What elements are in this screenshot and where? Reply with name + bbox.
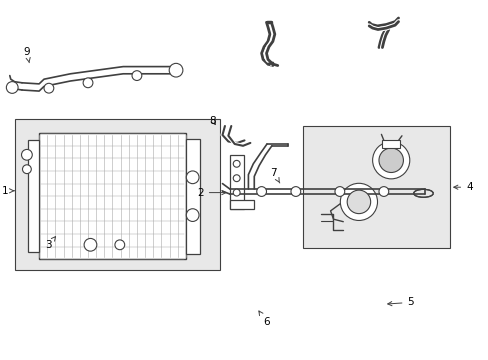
Circle shape	[256, 186, 266, 197]
Circle shape	[372, 142, 409, 179]
Circle shape	[169, 63, 183, 77]
Bar	[229, 155, 243, 209]
Circle shape	[22, 165, 31, 174]
Circle shape	[340, 183, 377, 220]
Circle shape	[233, 189, 240, 196]
Circle shape	[290, 186, 300, 197]
Bar	[303, 126, 449, 248]
Text: 9: 9	[23, 47, 30, 63]
Text: 6: 6	[258, 311, 269, 327]
Circle shape	[378, 186, 388, 197]
Text: 5: 5	[387, 297, 413, 307]
Text: 4: 4	[453, 182, 472, 192]
Bar	[39, 133, 185, 259]
Circle shape	[186, 209, 199, 221]
Bar	[229, 200, 254, 209]
Text: 1: 1	[1, 186, 14, 196]
Circle shape	[186, 171, 199, 184]
Circle shape	[21, 149, 32, 160]
Circle shape	[334, 186, 344, 197]
Bar	[382, 140, 399, 148]
Circle shape	[233, 175, 240, 182]
Text: 3: 3	[45, 237, 56, 250]
Bar	[28, 140, 39, 252]
Circle shape	[132, 71, 142, 81]
Circle shape	[83, 78, 93, 88]
Text: 8: 8	[209, 116, 216, 126]
Circle shape	[378, 148, 403, 172]
Text: 2: 2	[197, 188, 225, 198]
Circle shape	[115, 240, 124, 250]
Circle shape	[84, 238, 97, 251]
Circle shape	[44, 83, 54, 93]
Text: 7: 7	[270, 168, 279, 183]
Circle shape	[6, 82, 18, 93]
Circle shape	[346, 190, 370, 213]
Bar	[185, 139, 199, 254]
Bar	[15, 119, 220, 270]
Circle shape	[233, 160, 240, 167]
